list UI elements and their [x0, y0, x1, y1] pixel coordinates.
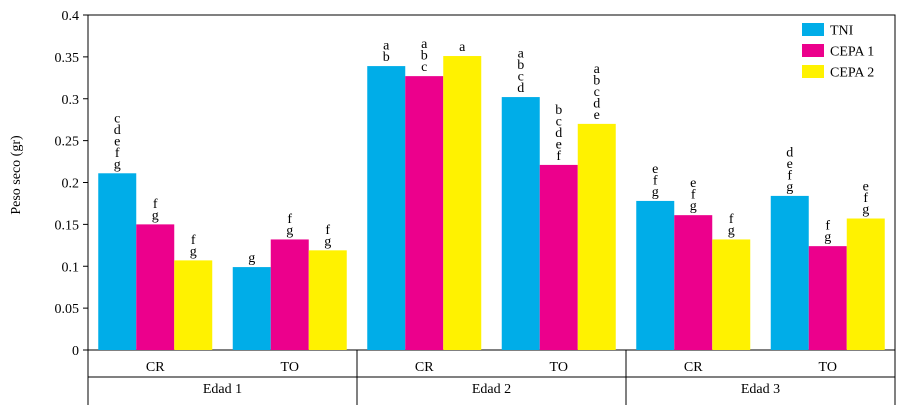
x-group-label: Edad 1: [203, 382, 242, 397]
x-subcategory-label: TO: [281, 360, 299, 375]
legend-label: CEPA 2: [830, 66, 874, 81]
bar: [808, 246, 847, 350]
x-group-label: Edad 2: [472, 382, 511, 397]
significance-letter: d: [786, 145, 793, 160]
significance-letter: d: [555, 126, 562, 141]
significance-letter: e: [690, 176, 696, 191]
bar: [501, 97, 540, 350]
legend-swatch: [802, 44, 824, 57]
y-tick-label: 0.15: [55, 218, 80, 233]
y-tick-label: 0.35: [55, 51, 80, 66]
significance-letter: g: [862, 203, 869, 218]
significance-letter: f: [863, 191, 868, 206]
significance-letter: b: [383, 50, 390, 65]
bar: [308, 250, 347, 350]
significance-letter: g: [286, 223, 293, 238]
x-subcategory-label: CR: [146, 360, 165, 375]
y-tick-label: 0.2: [62, 177, 80, 192]
significance-letter: f: [787, 168, 792, 183]
significance-letter: a: [459, 40, 466, 55]
y-tick-label: 0.25: [55, 135, 80, 150]
y-tick-label: 0: [72, 344, 79, 359]
legend-label: CEPA 1: [830, 45, 874, 60]
y-axis: 0 0.05 0.1 0.15 0.2 0.25 0.3 0.35 0.4: [55, 9, 896, 359]
significance-letter: g: [324, 234, 331, 249]
legend-swatch: [802, 65, 824, 78]
significance-letter: a: [518, 47, 525, 62]
y-tick-label: 0.1: [62, 260, 80, 275]
legend-label: TNI: [830, 24, 854, 39]
significance-letter: d: [593, 96, 600, 111]
x-subcategory-label: CR: [684, 360, 703, 375]
bar: [405, 76, 444, 350]
significance-letter: e: [594, 108, 600, 123]
significance-letter: f: [153, 197, 158, 212]
significance-letter: f: [115, 146, 120, 161]
y-tick-label: 0.3: [62, 93, 80, 108]
significance-letter: e: [652, 162, 658, 177]
significance-letter: b: [421, 49, 428, 64]
significance-letter: a: [383, 39, 390, 54]
y-tick-label: 0.05: [55, 302, 80, 317]
significance-letter: c: [114, 111, 120, 126]
significance-letter: e: [787, 157, 793, 172]
bar: [174, 260, 213, 350]
bar: [712, 239, 751, 350]
bar: [443, 56, 482, 350]
legend-swatch: [802, 23, 824, 36]
bar: [577, 123, 616, 350]
significance-letter: c: [518, 70, 524, 85]
bar: [367, 66, 406, 351]
significance-letter: c: [421, 60, 427, 75]
significance-letter: d: [114, 123, 121, 138]
significance-letter: d: [517, 81, 524, 96]
legend: TNI CEPA 1 CEPA 2: [802, 23, 874, 81]
y-tick-label: 0.4: [62, 9, 80, 24]
significance-letter: b: [593, 73, 600, 88]
significance-letter: g: [152, 208, 159, 223]
bar: [136, 224, 175, 350]
significance-letter: f: [556, 149, 561, 164]
significance-letter: g: [786, 180, 793, 195]
significance-letter: g: [824, 230, 831, 245]
significance-letter: a: [594, 62, 601, 77]
bar: [770, 195, 809, 350]
significance-letter: f: [325, 223, 330, 238]
bar: [674, 215, 713, 350]
significance-letter: g: [114, 157, 121, 172]
bar: [846, 218, 885, 350]
significance-letter: g: [190, 244, 197, 259]
significance-letter: b: [517, 58, 524, 73]
bar: [232, 267, 271, 350]
y-axis-label: Peso seco (gr): [9, 135, 24, 215]
significance-letter: g: [690, 199, 697, 214]
x-axis: CR TO Edad 1 CR TO Edad 2 CR TO Edad 3: [87, 350, 896, 405]
significance-letter: e: [863, 180, 869, 195]
x-subcategory-label: TO: [550, 360, 568, 375]
significance-letter: f: [825, 219, 830, 234]
significance-letter: f: [729, 212, 734, 227]
significance-letter: e: [556, 137, 562, 152]
significance-letter: e: [114, 134, 120, 149]
x-group-label: Edad 3: [741, 382, 780, 397]
bar: [98, 173, 137, 350]
significance-letter: f: [191, 233, 196, 248]
significance-letter: f: [691, 188, 696, 203]
bar: [539, 164, 578, 350]
significance-letter: f: [287, 212, 292, 227]
significance-letter: g: [248, 251, 255, 266]
bar: [636, 200, 675, 350]
significance-letter: c: [594, 85, 600, 100]
x-subcategory-label: TO: [819, 360, 837, 375]
significance-letter: g: [652, 185, 659, 200]
significance-letter: g: [728, 223, 735, 238]
x-subcategory-label: CR: [415, 360, 434, 375]
significance-letter: f: [653, 173, 658, 188]
significance-letter: a: [421, 37, 428, 52]
bar: [270, 239, 309, 350]
significance-letter: c: [556, 114, 562, 129]
significance-letter: b: [555, 103, 562, 118]
